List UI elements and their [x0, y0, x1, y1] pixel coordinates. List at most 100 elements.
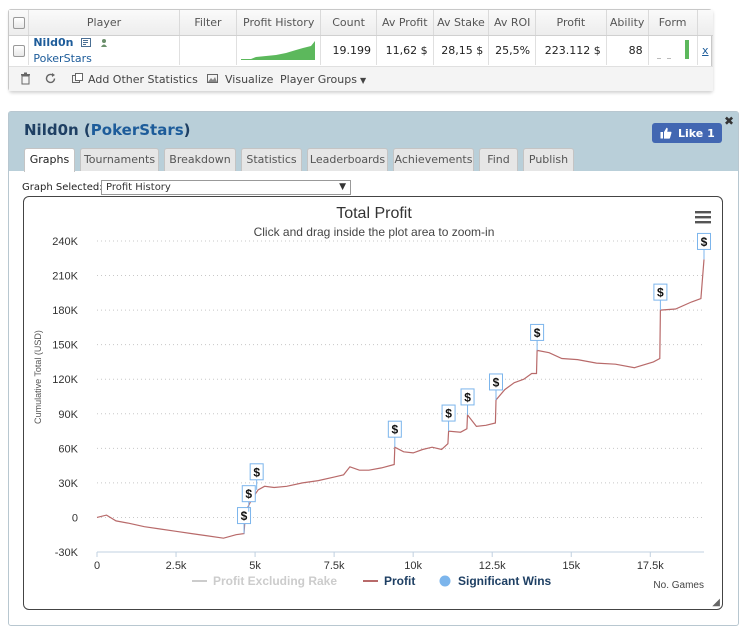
panel-title-name: Nild0n — [24, 121, 79, 139]
tab-tournaments[interactable]: Tournaments — [80, 148, 159, 171]
svg-text:$: $ — [657, 286, 664, 300]
col-header-av-stake[interactable]: Av Stake — [433, 10, 490, 36]
y-tick-label: 60K — [58, 443, 78, 455]
player-name-link[interactable]: Nild0n — [33, 35, 74, 49]
select-all-checkbox[interactable] — [12, 16, 25, 29]
tab-publish[interactable]: Publish — [523, 148, 574, 171]
significant-win-flag[interactable]: $ — [441, 404, 456, 432]
significant-win-flag[interactable]: $ — [697, 232, 711, 260]
tab-statistics[interactable]: Statistics — [241, 148, 302, 171]
chevron-down-icon: ▼ — [359, 76, 367, 85]
col-header-filter[interactable]: Filter — [179, 10, 238, 36]
player-profile-icon[interactable] — [99, 38, 110, 48]
legend-item-profit-excluding-rake[interactable]: Profit Excluding Rake — [192, 574, 337, 588]
panel-title: Nild0n (PokerStars) — [24, 121, 191, 139]
x-tick-label: 17.5k — [637, 560, 664, 572]
player-panel: Nild0n (PokerStars) ✖ Like 1 Graphs Tour… — [8, 111, 739, 626]
trash-icon[interactable] — [19, 72, 32, 85]
y-tick-label: 30K — [58, 478, 78, 490]
significant-win-flag[interactable]: $ — [530, 323, 545, 351]
chart-title: Total Profit — [336, 205, 412, 222]
form-chart — [656, 39, 689, 59]
svg-text:$: $ — [534, 326, 541, 340]
close-icon[interactable]: ✖ — [723, 114, 734, 128]
dropdown-arrow-icon: ▼ — [339, 182, 346, 192]
like-label: Like 1 — [678, 127, 715, 140]
chart-container[interactable]: -30K 0 30K 60K 90K 120K 150K 180K 210K 240K 0 2.5k 5… — [23, 196, 723, 610]
facebook-like-button[interactable]: Like 1 — [652, 123, 722, 143]
col-header-profit-history[interactable]: Profit History — [236, 10, 322, 36]
y-tick-label: 120K — [52, 374, 78, 386]
legend-label-profit: Profit — [384, 574, 415, 588]
legend-label-significant-wins: Significant Wins — [458, 574, 552, 588]
remove-cell: x — [697, 35, 713, 65]
stats-table: Player Filter Profit History Count Av Pr… — [9, 10, 713, 65]
panel-title-site-link[interactable]: PokerStars — [90, 121, 184, 139]
svg-text:$: $ — [493, 375, 500, 389]
significant-win-flag[interactable]: $ — [387, 420, 402, 448]
tab-breakdown[interactable]: Breakdown — [164, 148, 236, 171]
profit-chart[interactable]: -30K 0 30K 60K 90K 120K 150K 180K 210K 240K 0 2.5k 5… — [24, 197, 724, 611]
profit-series-line — [96, 259, 705, 539]
filter-cell — [179, 35, 238, 65]
col-header-ability[interactable]: Ability — [606, 10, 649, 36]
chart-menu-icon[interactable] — [695, 211, 711, 224]
y-tick-label: 210K — [52, 271, 78, 283]
tab-achievements[interactable]: Achievements — [393, 148, 474, 171]
svg-text:$: $ — [245, 487, 252, 501]
legend: Profit Excluding Rake Profit Significant… — [192, 574, 552, 588]
refresh-icon[interactable] — [44, 72, 57, 85]
significant-win-flag[interactable]: $ — [237, 507, 252, 534]
tab-find[interactable]: Find — [479, 148, 518, 171]
significant-win-flag[interactable]: $ — [488, 373, 503, 400]
profit-value: 223.112 $ — [535, 35, 607, 65]
svg-text:$: $ — [464, 390, 471, 404]
significant-win-flag[interactable]: $ — [653, 283, 668, 311]
significant-win-flag[interactable]: $ — [241, 485, 256, 512]
select-all-cell — [9, 10, 30, 36]
y-tick-label: 90K — [58, 409, 78, 421]
col-header-form[interactable]: Form — [648, 10, 698, 36]
visualize-button[interactable]: Visualize — [225, 73, 274, 86]
y-tick-label: 240K — [52, 236, 78, 248]
player-cell: Nild0n PokerStars — [28, 35, 180, 65]
av-stake-value: 28,15 $ — [433, 35, 490, 65]
svg-text:$: $ — [241, 509, 248, 523]
col-header-av-profit[interactable]: Av Profit — [376, 10, 434, 36]
col-header-count[interactable]: Count — [320, 10, 377, 36]
svg-text:$: $ — [391, 423, 398, 437]
significant-win-flag[interactable]: $ — [249, 463, 264, 490]
col-header-player[interactable]: Player — [28, 10, 180, 36]
remove-row-link[interactable]: x — [702, 43, 709, 57]
player-groups-dropdown[interactable]: Player Groups ▼ — [280, 73, 366, 86]
stats-panel: Player Filter Profit History Count Av Pr… — [8, 9, 713, 91]
chart-subtitle: Click and drag inside the plot area to z… — [254, 225, 495, 239]
table-row: Nild0n PokerStars 19.199 11,62 $ 28,15 $… — [9, 35, 713, 65]
player-site-link[interactable]: PokerStars — [33, 51, 92, 65]
graph-select-value: Profit History — [106, 182, 171, 193]
svg-text:$: $ — [701, 235, 708, 249]
resize-handle[interactable]: ◢ — [712, 597, 720, 608]
thumbs-up-icon — [660, 127, 672, 139]
panel-header: Nild0n (PokerStars) ✖ Like 1 Graphs Tour… — [9, 112, 738, 172]
stats-toolbar: Add Other Statistics Visualize Player Gr… — [9, 66, 713, 91]
legend-item-significant-wins[interactable]: Significant Wins — [439, 574, 552, 588]
table-header-row: Player Filter Profit History Count Av Pr… — [9, 10, 713, 36]
image-icon — [207, 74, 218, 83]
y-tick-label: -30K — [55, 547, 79, 559]
tab-graphs[interactable]: Graphs — [24, 148, 75, 172]
graph-select-dropdown[interactable]: Profit History ▼ — [101, 180, 351, 195]
y-axis-label: Cumulative Total (USD) — [33, 330, 43, 424]
x-tick-label: 12.5k — [479, 560, 506, 572]
significant-win-flag[interactable]: $ — [460, 388, 475, 415]
row-checkbox[interactable] — [12, 44, 25, 57]
add-other-statistics-button[interactable]: Add Other Statistics — [88, 73, 198, 86]
form-cell — [648, 35, 698, 65]
tab-leaderboards[interactable]: Leaderboards — [307, 148, 388, 171]
count-value: 19.199 — [320, 35, 377, 65]
profit-history-cell[interactable] — [236, 35, 322, 65]
player-details-icon[interactable] — [80, 37, 92, 48]
col-header-profit[interactable]: Profit — [535, 10, 607, 36]
legend-item-profit[interactable]: Profit — [363, 574, 415, 588]
col-header-av-roi[interactable]: Av ROI — [488, 10, 537, 36]
